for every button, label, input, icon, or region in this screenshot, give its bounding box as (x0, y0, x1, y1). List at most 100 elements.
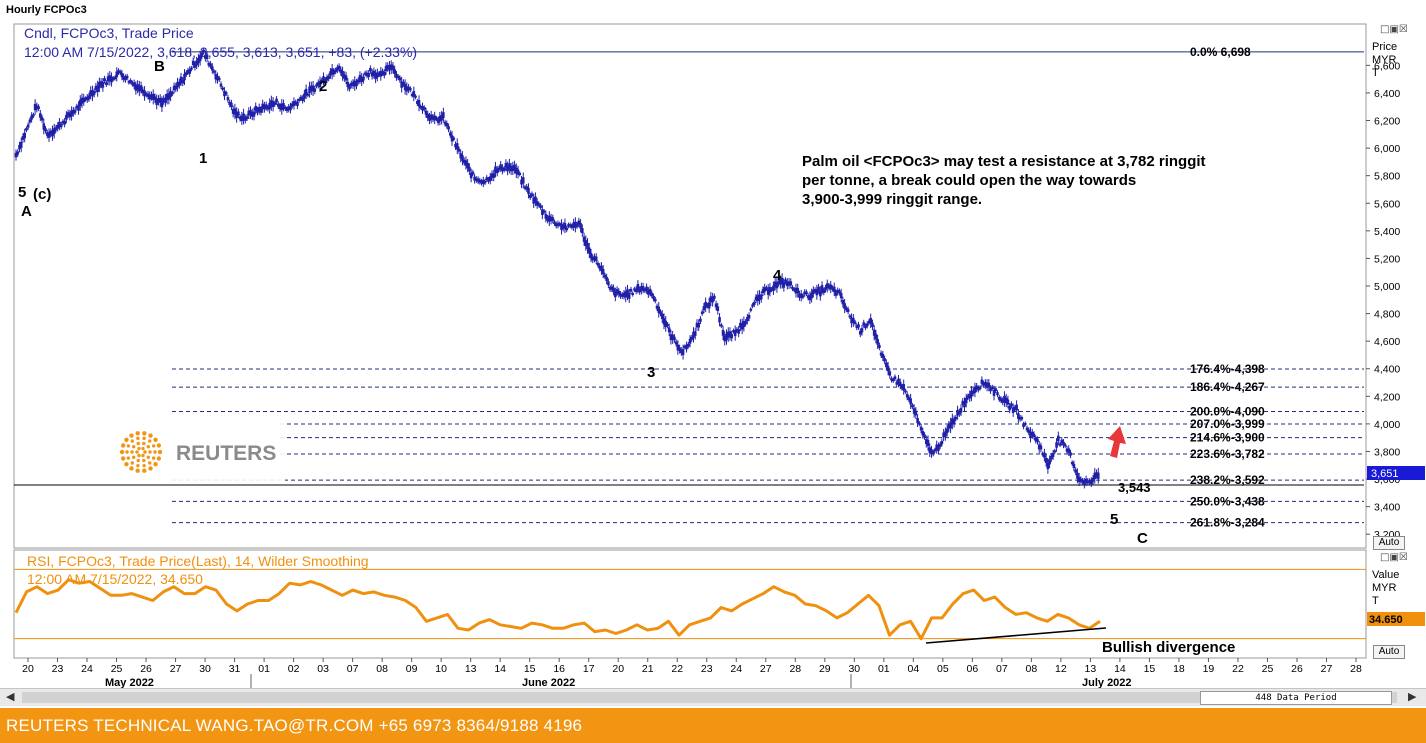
candle (1044, 457, 1048, 463)
price-tick-label: 5,000 (1374, 281, 1400, 293)
candle (348, 86, 351, 90)
candle (749, 308, 753, 311)
scrollbar-thumb[interactable] (22, 692, 1397, 703)
time-tick-label: 01 (878, 663, 890, 675)
annotation-line3: 3,900-3,999 ringgit range. (802, 191, 982, 208)
candle (619, 293, 622, 297)
rsi-line (14, 578, 1101, 641)
time-tick-label: 22 (1232, 663, 1244, 675)
candle (261, 103, 264, 109)
price-tick-label: 6,400 (1374, 88, 1400, 100)
candle (891, 379, 895, 382)
candle (379, 71, 383, 77)
candle (614, 291, 617, 298)
time-tick-label: 10 (435, 663, 447, 675)
time-tick-label: 12 (1055, 663, 1067, 675)
logo-dot (137, 446, 141, 451)
candle (468, 166, 471, 172)
candle (713, 295, 716, 299)
candle (26, 124, 30, 128)
candle (1091, 477, 1095, 482)
candle (855, 325, 859, 329)
candle (122, 76, 126, 80)
candle (1030, 431, 1034, 436)
rsi-panel-window-buttons[interactable]: □▣☒ (1380, 552, 1408, 563)
candle (787, 281, 791, 286)
candle (388, 65, 391, 71)
candle (1008, 406, 1011, 411)
candle (492, 173, 496, 178)
candle (1050, 455, 1053, 460)
candle (770, 288, 773, 291)
logo-dot (151, 444, 156, 448)
scroll-right-icon[interactable]: ▶ (1408, 690, 1417, 703)
rsi-panel (13, 549, 1367, 659)
candle (640, 286, 643, 291)
candle (1025, 427, 1029, 431)
candle (714, 303, 718, 308)
candle (671, 334, 674, 340)
logo-dot (146, 445, 150, 449)
candle (292, 101, 296, 106)
price-panel-window-buttons[interactable]: □▣☒ (1380, 24, 1408, 35)
candle (985, 382, 989, 388)
candle (65, 114, 68, 120)
footer-banner: REUTERS TECHNICAL WANG.TAO@TR.COM +65 69… (0, 708, 1426, 743)
candle (419, 106, 423, 109)
candle (157, 98, 160, 103)
candle (699, 318, 702, 322)
horizontal-scrollbar[interactable]: ◀ 448 Data Period ▶ (0, 688, 1426, 706)
wave-label-4: 4 (773, 267, 782, 284)
logo-dot (136, 436, 140, 441)
candle (947, 424, 951, 429)
candle (374, 73, 377, 80)
candle (153, 96, 157, 101)
candle (923, 434, 926, 438)
candle (94, 85, 98, 90)
candle (650, 292, 654, 296)
candle (786, 281, 789, 287)
candle (653, 298, 657, 302)
candle (131, 82, 134, 85)
candle (311, 85, 315, 92)
candle (393, 69, 397, 75)
candle (289, 106, 292, 111)
candle (398, 77, 402, 81)
candle (846, 308, 850, 313)
svg-text:T: T (1372, 595, 1379, 607)
candle (733, 330, 737, 337)
candle (174, 85, 178, 90)
candle (1043, 452, 1046, 458)
candle (136, 84, 139, 90)
time-tick-label: 27 (1321, 663, 1333, 675)
candle (1020, 417, 1024, 420)
candle (1093, 472, 1097, 480)
chart-canvas[interactable]: 0.0% 6,698 176.4%-4,398 186.4%-4,267 200.0%… (0, 22, 1426, 688)
candle (876, 339, 879, 345)
candle (238, 116, 242, 120)
candle (888, 371, 892, 376)
candle (1029, 431, 1032, 438)
candle (320, 79, 324, 83)
scroll-left-icon[interactable]: ◀ (6, 690, 15, 703)
candle (515, 167, 518, 174)
candle (115, 71, 119, 78)
price-tick-label: 4,600 (1374, 336, 1400, 348)
price-auto-button[interactable]: Auto (1373, 536, 1405, 550)
candle (1027, 429, 1031, 433)
candle (176, 81, 179, 88)
candle (615, 289, 619, 293)
candle (1095, 472, 1098, 476)
candle (971, 390, 975, 394)
candle (858, 331, 862, 335)
candle (544, 214, 548, 219)
candle (591, 256, 595, 261)
candle (707, 302, 711, 309)
fib-label-250.0%: 250.0%-3,438 (1190, 494, 1265, 508)
candle (620, 294, 624, 297)
candle (700, 311, 704, 315)
month-label: July 2022 (1082, 677, 1132, 688)
rsi-auto-button[interactable]: Auto (1373, 645, 1405, 659)
logo-dot (136, 441, 140, 446)
candle (746, 317, 749, 322)
